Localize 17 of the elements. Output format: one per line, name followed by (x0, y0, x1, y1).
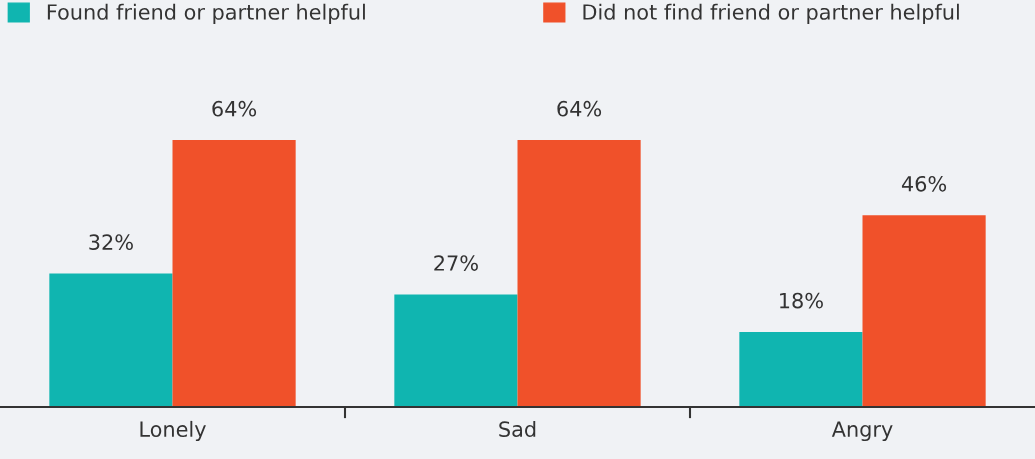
data-label: 18% (780, 292, 823, 309)
data-label: 32% (89, 234, 133, 251)
bar (862, 215, 986, 407)
bar (49, 273, 173, 407)
legend-label: Found friend or partner helpful (47, 3, 365, 24)
bar (739, 331, 863, 407)
x-tick-label: Angry (831, 421, 893, 442)
data-label: 27% (434, 255, 478, 271)
bar (517, 140, 641, 407)
data-label: 64% (212, 100, 257, 117)
x-tick-label: Lonely (140, 420, 206, 442)
legend-label: Did not find friend or partner helpful (583, 3, 959, 24)
data-label: 64% (557, 100, 602, 117)
bar (394, 294, 518, 407)
bar (172, 140, 296, 407)
data-label: 46% (901, 175, 947, 192)
x-tick-label: Sad (499, 420, 536, 438)
